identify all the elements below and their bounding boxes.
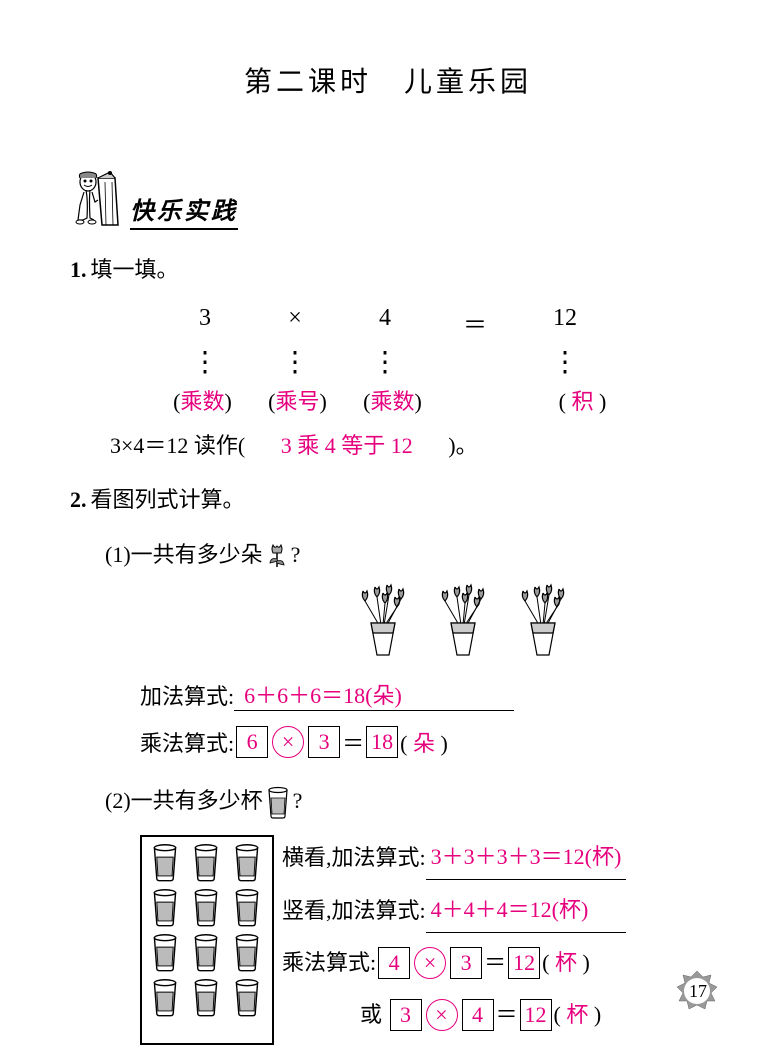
q2b-col-add: 竖看,加法算式: 4＋4＋4＝12(杯) — [282, 888, 626, 933]
section-title: 快乐实践 — [130, 191, 238, 230]
bouquet-icon — [351, 583, 416, 663]
q1-val-1: × — [250, 305, 340, 340]
unit-paren: ( 朵 ) — [400, 726, 448, 758]
cup-icon — [148, 888, 182, 928]
q1-lbl-2: (乘数) — [345, 384, 440, 416]
mul-a: 3 — [390, 999, 422, 1031]
cup-icon — [148, 978, 182, 1018]
q2b-container: 横看,加法算式: 3＋3＋3＋3＝12(杯) 竖看,加法算式: 4＋4＋4＝12… — [140, 835, 706, 1045]
page-title: 第二课时 儿童乐园 — [70, 60, 706, 100]
cup-icon — [230, 933, 264, 973]
cup-icon — [230, 888, 264, 928]
q1-text: 填一填。 — [91, 257, 179, 282]
equals: ＝ — [342, 726, 364, 758]
q1-val-0: 3 — [160, 305, 250, 340]
q1-val-4: 12 — [520, 305, 610, 340]
mul-op: × — [414, 947, 446, 979]
q2b-mul2: 或 3 × 4 ＝ 12 ( 杯 ) — [282, 993, 626, 1037]
q1-dot-2: ⋮ — [340, 345, 430, 379]
q2b-row-add: 横看,加法算式: 3＋3＋3＋3＝12(杯) — [282, 835, 626, 880]
q1-dot-4: ⋮ — [520, 345, 610, 379]
q1-equation-row: 3 × 4 ＝ 12 — [160, 305, 706, 340]
q2a-addition: 加法算式: 6＋6＋6＝18(朵) — [140, 678, 706, 711]
q1-number: 1. — [70, 257, 87, 282]
q2b-row-answer: 3＋3＋3＋3＝12(杯) — [426, 835, 627, 880]
q2a-add-answer: 6＋6＋6＝18(朵) — [234, 678, 514, 711]
q1-reading-answer: 3 乘 4 等于 12 — [251, 433, 443, 458]
q2b-col-answer: 4＋4＋4＝12(杯) — [426, 888, 626, 933]
cup-icon — [265, 786, 291, 820]
mul-b: 4 — [462, 999, 494, 1031]
mul-b: 3 — [450, 947, 482, 979]
q1-dots-row: ⋮ ⋮ ⋮ ⋮ — [160, 345, 706, 379]
mul-r: 12 — [508, 947, 540, 979]
mul-operator: × — [272, 726, 304, 758]
q2b-formulas: 横看,加法算式: 3＋3＋3＋3＝12(杯) 竖看,加法算式: 4＋4＋4＝12… — [282, 835, 626, 1045]
page-number: 17 — [689, 981, 707, 1002]
question-1: 1. 填一填。 3 × 4 ＝ 12 ⋮ ⋮ ⋮ ⋮ (乘数) (乘号) (乘数… — [70, 250, 706, 460]
q1-val-2: 4 — [340, 305, 430, 340]
q2a: (1)一共有多少朵 ? — [105, 537, 706, 573]
q2b-mul1: 乘法算式: 4 × 3 ＝ 12 ( 杯 ) — [282, 941, 626, 985]
bouquet-row — [220, 583, 706, 663]
mul-operand-a: 6 — [236, 726, 268, 758]
cup-icon — [230, 978, 264, 1018]
mul-r: 12 — [520, 999, 552, 1031]
q1-val-3: ＝ — [430, 305, 520, 340]
mul-a: 4 — [378, 947, 410, 979]
cup-icon — [230, 843, 264, 883]
bouquet-icon — [511, 583, 576, 663]
cup-grid — [140, 835, 274, 1045]
mul-operand-b: 3 — [308, 726, 340, 758]
section-header: 快乐实践 — [70, 170, 706, 230]
q2a-multiplication: 乘法算式: 6 × 3 ＝ 18 ( 朵 ) — [140, 726, 706, 758]
q1-lbl-1: (乘号) — [250, 384, 345, 416]
q1-dot-0: ⋮ — [160, 345, 250, 379]
cup-icon — [148, 933, 182, 973]
q2b: (2)一共有多少杯 ? — [105, 783, 706, 820]
cup-icon — [189, 933, 223, 973]
mascot-pencil-icon — [70, 170, 125, 230]
cup-icon — [189, 843, 223, 883]
q1-lbl-4: ( 积 ) — [535, 384, 630, 416]
q1-dot-1: ⋮ — [250, 345, 340, 379]
question-2: 2. 看图列式计算。 (1)一共有多少朵 ? — [70, 480, 706, 1046]
cup-icon — [189, 888, 223, 928]
q2-text: 看图列式计算。 — [91, 487, 245, 512]
bouquet-icon — [431, 583, 496, 663]
tulip-icon — [265, 541, 289, 573]
q1-dot-3 — [430, 345, 520, 379]
mul-op: × — [426, 999, 458, 1031]
cup-icon — [148, 843, 182, 883]
mul-result: 18 — [366, 726, 398, 758]
cup-icon — [189, 978, 223, 1018]
q1-label-row: (乘数) (乘号) (乘数) ( 积 ) — [155, 384, 706, 416]
q2-number: 2. — [70, 487, 87, 512]
q1-reading: 3×4＝12 读作( 3 乘 4 等于 12 )。 — [110, 428, 706, 460]
q1-lbl-0: (乘数) — [155, 384, 250, 416]
q1-lbl-3 — [440, 384, 535, 416]
